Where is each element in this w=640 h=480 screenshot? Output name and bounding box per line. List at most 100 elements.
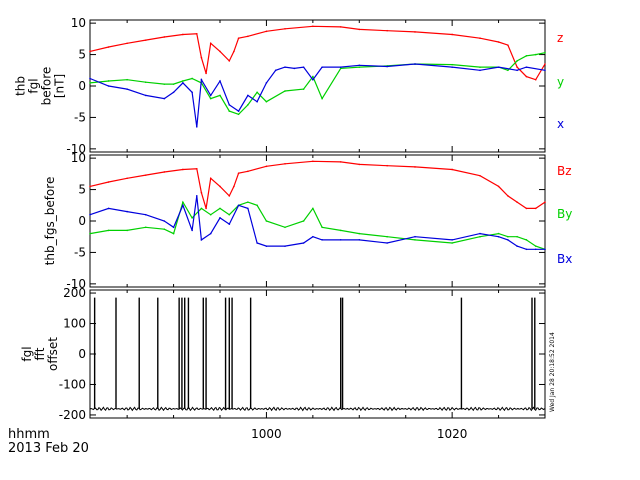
data-point-z	[507, 44, 509, 46]
data-point-x	[219, 80, 221, 82]
y-tick-label: -100	[59, 377, 86, 391]
legend-label-Bx: Bx	[557, 252, 572, 266]
data-point-Bx	[451, 239, 453, 241]
data-point-Bz	[386, 164, 388, 167]
y-axis-label-line: fgl	[20, 346, 34, 361]
data-point-Bx	[172, 226, 175, 229]
data-point-x	[274, 69, 277, 72]
y-tick-label: 0	[78, 214, 86, 228]
data-point-By	[284, 226, 286, 229]
data-point-x	[126, 88, 128, 90]
data-point-By	[497, 232, 500, 235]
data-point-By	[358, 232, 361, 235]
data-point-y	[209, 97, 212, 100]
data-point-By	[516, 235, 518, 238]
data-point-y	[89, 82, 91, 84]
panel-frame	[89, 19, 546, 153]
data-point-x	[228, 104, 231, 106]
data-point-y	[182, 80, 184, 82]
data-point-Bz	[209, 177, 212, 180]
data-point-By	[525, 239, 528, 241]
timestamp-label: Wed Jan 28 20:18:52 2014	[549, 332, 556, 412]
data-point-Bz	[358, 163, 361, 166]
data-point-x	[386, 65, 388, 68]
data-point-Bx	[265, 245, 268, 247]
data-point-z	[525, 75, 528, 78]
data-point-By	[414, 239, 416, 241]
legend-label-z: z	[557, 31, 563, 45]
data-point-Bx	[89, 213, 91, 216]
legend-label-x: x	[557, 117, 564, 131]
data-point-x	[525, 66, 528, 68]
data-point-y	[312, 75, 314, 78]
data-point-z	[237, 37, 240, 40]
data-point-Bz	[339, 161, 342, 163]
data-point-x	[195, 126, 198, 128]
data-point-y	[126, 78, 128, 81]
data-point-Bx	[414, 235, 416, 238]
data-point-By	[126, 229, 128, 232]
data-point-z	[312, 25, 314, 28]
data-point-x	[479, 69, 481, 72]
data-point-z	[209, 42, 212, 45]
y-tick-label: -5	[74, 110, 86, 124]
data-point-Bx	[321, 239, 323, 241]
data-point-Bx	[516, 245, 518, 247]
data-point-By	[247, 201, 249, 203]
y-axis-label-line: offset	[46, 337, 60, 371]
data-point-Bz	[451, 168, 453, 171]
data-point-y	[284, 90, 286, 92]
data-point-Bz	[219, 185, 221, 188]
data-point-Bz	[195, 168, 198, 170]
data-point-Bx	[479, 232, 481, 235]
data-point-y	[172, 83, 175, 85]
data-point-x	[191, 91, 193, 94]
y-tick-label: -200	[59, 408, 86, 422]
data-point-x	[293, 67, 296, 70]
data-point-Bx	[228, 223, 231, 225]
data-point-z	[247, 35, 249, 38]
data-point-Bx	[237, 204, 240, 207]
series-line-x	[89, 63, 546, 127]
data-point-By	[534, 245, 537, 247]
data-point-z	[284, 28, 286, 30]
data-point-y	[265, 100, 268, 103]
data-point-Bx	[163, 220, 166, 222]
data-point-z	[534, 78, 537, 81]
data-point-By	[302, 220, 305, 222]
data-point-z	[126, 42, 128, 45]
data-point-x	[172, 91, 175, 94]
y-tick-label: 10	[71, 16, 86, 30]
panel-3: -200 -100 0 100 200 fgl fft offset 1000 1020	[20, 286, 546, 441]
data-point-By	[219, 207, 221, 210]
data-point-Bz	[182, 168, 184, 171]
data-point-z	[107, 46, 110, 48]
data-point-Bz	[233, 185, 235, 188]
data-point-z	[414, 31, 416, 33]
data-point-y	[451, 63, 453, 66]
data-point-y	[163, 83, 166, 85]
data-point-Bx	[507, 239, 509, 241]
y-tick-label: 100	[63, 317, 86, 331]
y-tick-label: 200	[63, 286, 86, 300]
data-point-x	[182, 82, 184, 84]
data-point-Bz	[89, 185, 91, 188]
data-point-Bz	[228, 195, 231, 197]
data-point-y	[228, 110, 231, 112]
legend-label-By: By	[557, 207, 572, 221]
data-point-By	[256, 204, 258, 207]
data-point-z	[358, 28, 361, 31]
y-axis-label-line: before	[40, 67, 54, 106]
data-point-By	[265, 220, 268, 222]
data-point-Bx	[209, 232, 212, 235]
data-point-x	[321, 66, 323, 68]
data-point-z	[219, 50, 221, 53]
data-point-By	[339, 229, 342, 232]
data-point-Bx	[312, 235, 314, 238]
data-point-Bx	[358, 239, 361, 241]
data-point-z	[265, 30, 268, 33]
series-line-y	[89, 52, 546, 115]
data-point-x	[163, 97, 166, 100]
data-point-z	[89, 50, 91, 53]
data-point-Bx	[525, 248, 528, 251]
